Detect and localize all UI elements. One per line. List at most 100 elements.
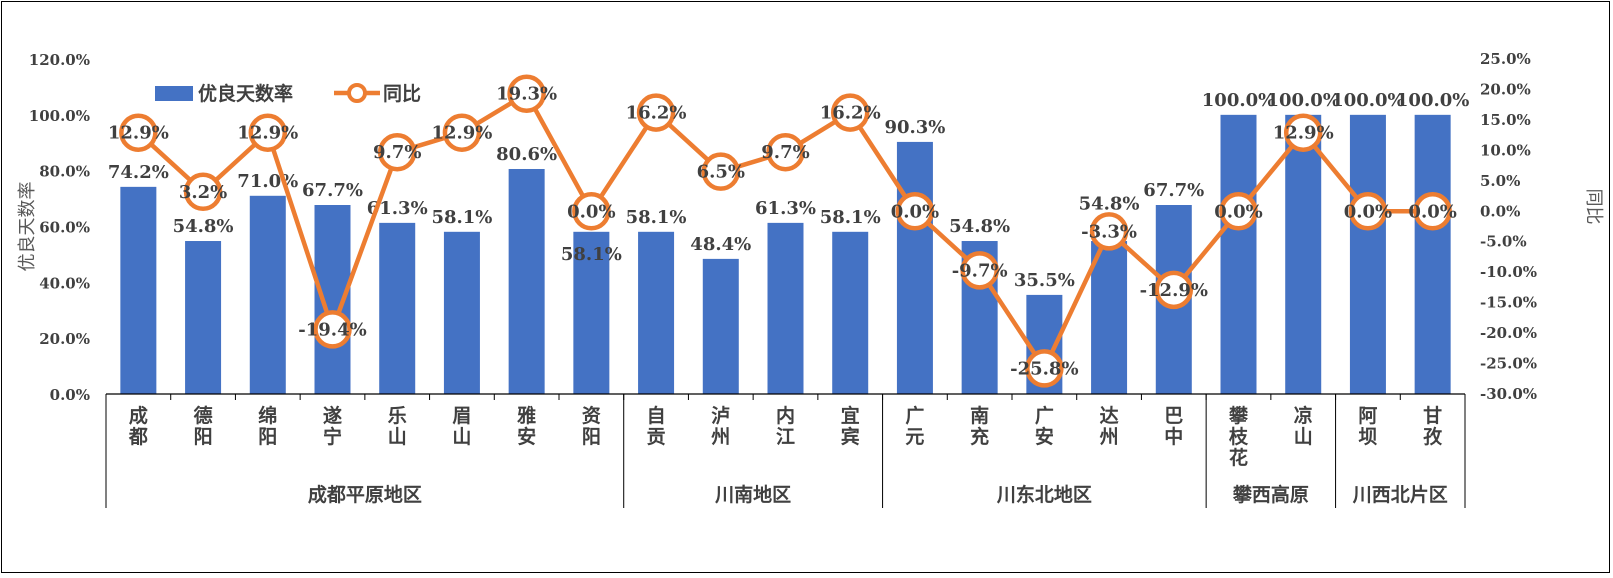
bar-label-15: 35.5% [1014,270,1075,291]
y2-axis-title: 同比 [1583,189,1604,225]
category-label-11: 江 [776,426,795,448]
line-label-17: -12.9% [1140,280,1208,301]
y2-tick-label: 20.0% [1480,80,1531,98]
bar-16 [1091,241,1128,394]
legend-label-line: 同比 [383,83,421,105]
category-label-7: 安 [517,425,536,448]
bar-label-4: 67.7% [302,180,363,201]
group-label-1: 成都平原地区 [308,483,422,506]
category-label-9: 自 [647,404,666,427]
bar-5 [379,222,416,394]
bar-10 [702,258,739,394]
bar-label-13: 90.3% [884,117,945,138]
line-label-2: 3.2% [179,182,227,203]
category-label-13: 元 [905,426,924,448]
line-marker-20 [1348,192,1388,231]
category-label-11: 内 [776,404,795,427]
category-label-18: 攀 [1229,404,1249,427]
bar-label-18: 100.0% [1202,90,1275,111]
category-label-20: 阿 [1358,405,1377,427]
line-label-15: -25.8% [1010,358,1078,379]
line-marker-5 [377,132,417,172]
category-label-9: 贡 [647,426,666,448]
bar-8 [573,231,610,394]
bar-11 [767,222,804,394]
y2-tick-label: 5.0% [1480,172,1520,190]
line-marker-11 [766,132,805,172]
category-label-10: 州 [711,426,730,448]
line-label-1: 12.9% [108,123,169,144]
line-series: 12.9%3.2%12.9%-19.4%9.7%12.9%19.3%0.0%16… [108,74,1457,388]
category-label-21: 甘 [1423,405,1442,427]
line-label-19: 12.9% [1273,123,1334,144]
category-label-19: 凉 [1294,404,1313,427]
group-label-2: 川南地区 [714,483,791,506]
y-tick-label: 60.0% [39,219,90,237]
legend: 优良天数率 同比 [155,82,421,105]
category-label-20: 坝 [1358,426,1377,448]
line-label-21: 0.0% [1408,201,1456,222]
bar-21 [1414,114,1451,394]
line-marker-18 [1219,192,1258,231]
bar-label-21: 100.0% [1396,90,1469,111]
group-label-4: 攀西高原 [1233,483,1309,506]
line-label-10: 6.5% [697,162,745,183]
category-label-8: 资 [582,404,601,427]
category-label-1: 成 [129,404,148,427]
y2-tick-label: -15.0% [1480,294,1537,312]
bar-12 [832,231,869,394]
bar-3 [249,195,286,394]
line-marker-3 [248,113,288,152]
category-label-19: 山 [1294,426,1313,448]
line-marker-12 [830,93,870,132]
line-label-4: -19.4% [298,319,366,340]
y2-tick-label: -25.0% [1480,355,1537,373]
line-label-11: 9.7% [761,142,809,163]
line-label-18: 0.0% [1214,201,1262,222]
bar-label-7: 80.6% [496,144,557,165]
bar-13 [896,141,933,394]
line-marker-6 [442,113,482,152]
y-tick-label: 0.0% [50,386,90,404]
category-label-16: 达 [1100,404,1119,427]
category-label-5: 山 [388,426,407,448]
bar-label-20: 100.0% [1331,90,1404,111]
legend-marker [347,83,367,103]
line-label-6: 12.9% [431,123,492,144]
category-label-15: 广 [1035,404,1054,427]
line-marker-21 [1413,192,1452,231]
y2-tick-label: -10.0% [1480,263,1537,281]
category-label-3: 阳 [258,426,277,448]
category-label-14: 南 [970,405,989,427]
bar-label-3: 71.0% [237,171,298,192]
line-marker-16 [1089,212,1129,251]
y-tick-label: 80.0% [39,163,90,181]
category-label-17: 巴 [1164,405,1183,427]
category-label-18: 花 [1229,446,1248,469]
y2-tick-label: 10.0% [1480,141,1531,159]
bar-series: 74.2%54.8%71.0% 67.7%61.3% 58.1%80.6%58.1%… [108,90,1469,394]
bar-20 [1349,114,1386,394]
line-marker-9 [636,93,676,132]
bar-label-17: 67.7% [1143,180,1204,201]
category-label-17: 中 [1164,425,1183,448]
y2-tick-label: -5.0% [1480,233,1527,251]
category-label-4: 宁 [323,425,342,448]
line-marker-10 [701,152,741,191]
line-label-7: 19.3% [496,84,557,105]
category-label-21: 孜 [1423,425,1443,448]
bar-label-6: 58.1% [431,207,492,228]
bar-label-8: 58.1% [561,244,622,265]
line-marker-2 [183,172,223,212]
category-label-5: 乐 [388,405,407,427]
category-label-12: 宜 [841,404,860,427]
bar-label-14: 54.8% [949,216,1010,237]
line-label-20: 0.0% [1344,201,1392,222]
line-marker-8 [572,192,611,231]
category-label-4: 遂 [323,404,342,427]
line-label-9: 16.2% [626,103,687,124]
category-label-15: 安 [1035,425,1054,448]
bar-label-11: 61.3% [755,198,816,219]
bar-label-9: 58.1% [626,207,687,228]
